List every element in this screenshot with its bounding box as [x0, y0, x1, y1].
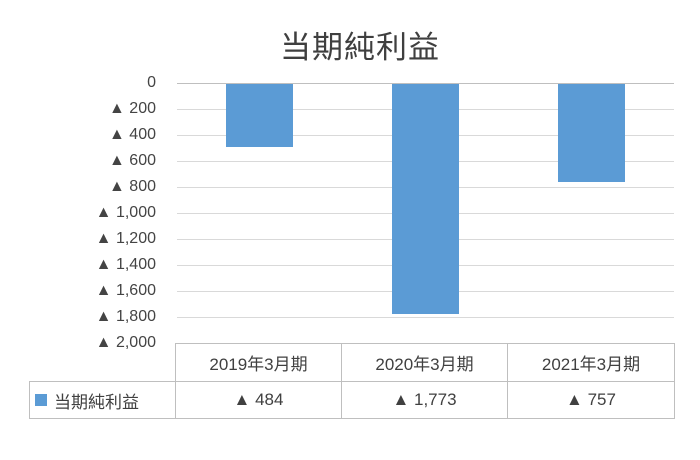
- table-header-cell: 2021年3月期: [507, 343, 675, 382]
- y-tick-label: ▲ 400: [109, 126, 156, 143]
- table-value-cell: ▲ 757: [507, 381, 675, 419]
- table-corner-cell: [30, 344, 176, 382]
- table-header-cell: 2020年3月期: [341, 343, 508, 382]
- legend-inner: 当期純利益: [31, 388, 175, 413]
- x-axis-line: [177, 83, 674, 84]
- table-value-cell: ▲ 1,773: [341, 381, 508, 419]
- table-value-row: 当期純利益 ▲ 484 ▲ 1,773 ▲ 757: [29, 381, 675, 419]
- y-tick-label: ▲ 1,000: [95, 204, 156, 221]
- y-tick-label: ▲ 1,400: [95, 256, 156, 273]
- y-axis: 0 ▲ 200 ▲ 400 ▲ 600 ▲ 800 ▲ 1,000 ▲ 1,200 ▲ 1,4…: [30, 0, 156, 460]
- legend-series-label: 当期純利益: [54, 392, 139, 412]
- y-tick-label: ▲ 800: [109, 178, 156, 195]
- y-tick-label: ▲ 1,600: [95, 282, 156, 299]
- y-tick-label: ▲ 2,000: [95, 334, 156, 351]
- legend-key-swatch: [35, 394, 47, 406]
- table-value-cell: ▲ 484: [175, 381, 342, 419]
- y-tick-label: ▲ 1,200: [95, 230, 156, 247]
- table-header-row: 2019年3月期 2020年3月期 2021年3月期: [30, 343, 675, 382]
- y-tick-label: ▲ 600: [109, 152, 156, 169]
- y-tick-label: 0: [147, 74, 156, 91]
- plot-area: [177, 83, 674, 344]
- bar-2021年3月期: [558, 84, 625, 182]
- legend-cell: 当期純利益: [29, 381, 176, 419]
- bar-2019年3月期: [226, 84, 293, 147]
- bar-2020年3月期: [392, 84, 459, 314]
- table-header-cell: 2019年3月期: [175, 343, 342, 382]
- gridline: [177, 317, 674, 318]
- y-tick-label: ▲ 200: [109, 100, 156, 117]
- data-table: 2019年3月期 2020年3月期 2021年3月期 当期純利益 ▲ 484 ▲ 1,…: [29, 343, 675, 419]
- y-tick-label: ▲ 1,800: [95, 308, 156, 325]
- chart-title: 当期純利益: [280, 30, 440, 65]
